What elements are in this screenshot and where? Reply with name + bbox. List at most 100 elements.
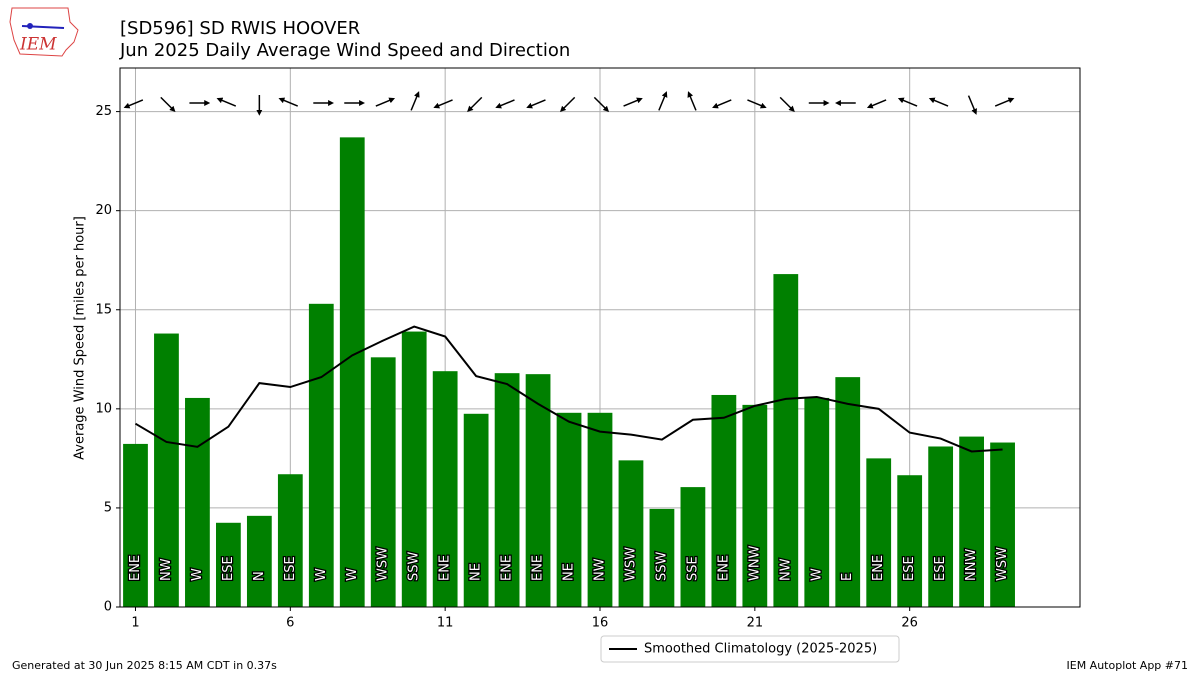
direction-label: WNW [747,545,762,581]
bar [680,487,706,607]
bar [835,377,861,607]
direction-label: W [314,568,329,581]
wind-arrow [375,97,396,107]
direction-label: ENE [128,555,143,581]
direction-label: ENE [871,555,886,581]
wind-arrow [526,99,546,109]
bar [866,458,892,607]
wind-arrow [658,91,668,111]
direction-label: ESE [283,556,298,581]
wind-arrow [495,99,515,109]
direction-label: NE [562,563,577,581]
wind-arrow [467,96,483,113]
wind-arrow [278,97,299,107]
bar [339,137,365,607]
bar [959,436,984,607]
direction-label: WSW [376,547,391,581]
wind-arrow [747,99,767,109]
wind-arrow [433,99,453,109]
wind-arrow [779,96,795,113]
y-tick-label: 10 [95,401,112,416]
bar [370,357,396,607]
direction-label: ENE [438,555,453,581]
wind-arrow [593,96,610,113]
direction-label: W [809,568,824,581]
bar [587,412,613,607]
direction-label: NW [778,558,793,581]
y-axis-label: Average Wind Speed [miles per hour] [73,216,88,460]
bar [773,274,799,607]
chart-subtitle: Jun 2025 Daily Average Wind Speed and Di… [119,40,570,61]
direction-label: ENE [531,555,546,581]
direction-label: NNW [964,549,979,581]
direction-label: W [190,568,205,581]
bar [897,475,923,607]
logo: IEM [9,7,79,57]
bar [277,474,303,607]
direction-label: SSE [685,556,700,581]
direction-label: NW [159,558,174,581]
y-tick-label: 5 [104,500,112,515]
bar [711,394,737,607]
direction-label: WSW [995,547,1010,581]
wind-arrow [994,97,1015,107]
bar [185,397,210,607]
bar [401,331,427,607]
bar [742,404,768,607]
wind-arrow [123,99,144,109]
direction-label: W [345,568,360,581]
bar [246,515,272,607]
direction-label: SSW [407,551,422,581]
bar [463,413,489,607]
y-tick-label: 15 [95,302,112,317]
climatology-line [134,325,1003,453]
footer-right: IEM Autoplot App #71 [1067,659,1189,672]
legend: Smoothed Climatology (2025-2025) [600,635,900,663]
legend-box [600,635,900,663]
direction-label: E [840,573,855,581]
direction-label: WSW [623,547,638,581]
x-tick-label: 21 [747,616,764,631]
x-tick-label: 6 [286,616,294,631]
bar [525,374,551,607]
direction-label: ENE [500,555,515,581]
footer-left: Generated at 30 Jun 2025 8:15 AM CDT in … [12,659,277,672]
direction-label: ESE [221,556,236,581]
wind-arrow [623,97,643,107]
y-tick-label: 20 [95,203,112,218]
y-tick-label: 25 [95,104,112,119]
wind-arrow [410,91,420,111]
bar [123,443,148,607]
bar [154,333,179,607]
chart-title: [SD596] SD RWIS HOOVER [120,18,360,39]
bar [556,412,582,607]
bar [216,522,241,607]
direction-label: SSW [654,551,669,581]
x-tick-label: 26 [901,616,918,631]
bar [308,303,334,607]
wind-arrow [712,99,732,109]
bar [928,446,954,607]
wind-arrow [897,97,918,107]
legend-label: Smoothed Climatology (2025-2025) [644,642,877,657]
plot-frame [119,67,1081,608]
wind-arrow [687,91,697,111]
x-tick-label: 16 [592,616,609,631]
bar [494,373,520,607]
direction-label: N [252,571,267,581]
direction-label: ENE [716,555,731,581]
wind-arrow [559,96,576,113]
y-tick-label: 0 [104,600,112,615]
bar [432,371,458,607]
logo-text: IEM [19,35,57,55]
bar [618,460,644,607]
x-tick-label: 11 [437,616,454,631]
wind-arrow [216,97,237,107]
wind-arrow [160,96,176,113]
bar [804,397,830,607]
x-tick-label: 1 [131,616,139,631]
wind-arrow [928,97,949,107]
wind-arrow [967,95,977,115]
direction-label: NE [469,563,484,581]
